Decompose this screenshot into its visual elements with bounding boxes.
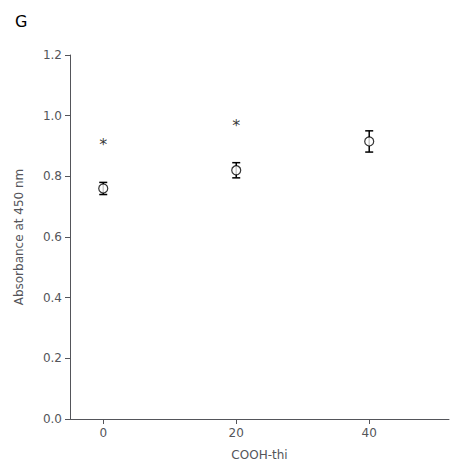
- svg-text:G: G: [15, 12, 27, 31]
- svg-text:0.8: 0.8: [43, 169, 62, 183]
- svg-text:*: *: [99, 135, 107, 154]
- svg-text:0.0: 0.0: [43, 412, 62, 426]
- svg-text:0.6: 0.6: [43, 230, 62, 244]
- svg-text:0: 0: [99, 426, 107, 440]
- svg-text:Absorbance at 450 nm: Absorbance at 450 nm: [12, 169, 26, 306]
- svg-text:20: 20: [229, 426, 244, 440]
- svg-text:1.0: 1.0: [43, 109, 62, 123]
- svg-text:0.4: 0.4: [43, 291, 62, 305]
- svg-text:40: 40: [362, 426, 377, 440]
- svg-text:*: *: [232, 116, 240, 135]
- svg-text:0.2: 0.2: [43, 351, 62, 365]
- svg-text:COOH-thi: COOH-thi: [231, 448, 287, 462]
- svg-text:1.2: 1.2: [43, 48, 62, 62]
